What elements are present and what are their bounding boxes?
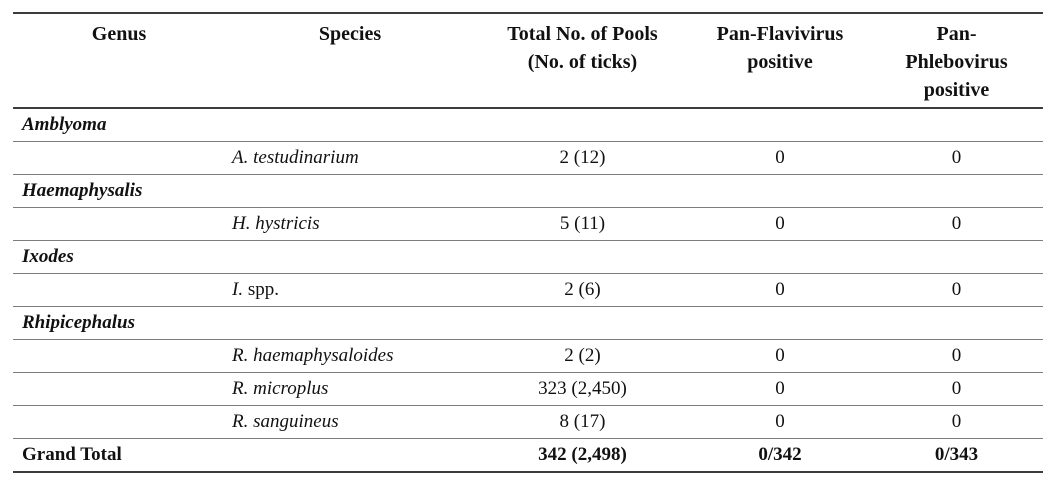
- flavivirus-cell: 0: [690, 273, 870, 307]
- species-cell: [225, 174, 475, 208]
- pools-total-cell: 342 (2,498): [475, 438, 690, 473]
- species-cell: I. spp.: [225, 273, 475, 307]
- column-header-genus: Genus: [13, 12, 225, 109]
- tick-virus-table-container: Genus Species Total No. of Pools (No. of…: [13, 12, 1043, 473]
- grand-total-label-cell: Grand Total: [13, 438, 225, 473]
- table-row-species-ixodes-spp: I. spp. 2 (6) 0 0: [13, 273, 1043, 307]
- pools-cell: [475, 174, 690, 208]
- pools-cell: [475, 306, 690, 340]
- phlebovirus-cell: [870, 108, 1043, 142]
- species-cell: [225, 108, 475, 142]
- species-cell: [225, 438, 475, 473]
- flavivirus-cell: 0: [690, 207, 870, 241]
- table-row-species-haemaphysaloides: R. haemaphysaloides 2 (2) 0 0: [13, 339, 1043, 373]
- flavivirus-cell: [690, 108, 870, 142]
- header-row: Genus Species Total No. of Pools (No. of…: [13, 12, 1043, 109]
- table-row-genus-haemaphysalis: Haemaphysalis: [13, 174, 1043, 208]
- pools-cell: 2 (6): [475, 273, 690, 307]
- table-row-species-sanguineus: R. sanguineus 8 (17) 0 0: [13, 405, 1043, 439]
- table-row-grand-total: Grand Total 342 (2,498) 0/342 0/343: [13, 438, 1043, 473]
- flavivirus-cell: [690, 174, 870, 208]
- tick-virus-table: Genus Species Total No. of Pools (No. of…: [13, 12, 1043, 473]
- species-cell: R. haemaphysaloides: [225, 339, 475, 373]
- species-name-suffix: spp.: [243, 279, 279, 300]
- pools-cell: 2 (12): [475, 141, 690, 175]
- phlebovirus-total-cell: 0/343: [870, 438, 1043, 473]
- genus-cell: Haemaphysalis: [13, 174, 225, 208]
- flavivirus-cell: 0: [690, 372, 870, 406]
- column-header-flavivirus: Pan-Flavivirus positive: [690, 12, 870, 109]
- pools-cell: 8 (17): [475, 405, 690, 439]
- species-name: R. haemaphysaloides: [232, 345, 394, 366]
- pools-cell: [475, 240, 690, 274]
- genus-cell: [13, 273, 225, 307]
- flavivirus-cell: [690, 240, 870, 274]
- species-cell: H. hystricis: [225, 207, 475, 241]
- column-header-flavivirus-line1: Pan-Flavivirus: [716, 23, 844, 45]
- phlebovirus-cell: 0: [870, 273, 1043, 307]
- phlebovirus-cell: 0: [870, 339, 1043, 373]
- genus-cell: Rhipicephalus: [13, 306, 225, 340]
- phlebovirus-cell: 0: [870, 372, 1043, 406]
- table-row-species-microplus: R. microplus 323 (2,450) 0 0: [13, 372, 1043, 406]
- species-cell: R. microplus: [225, 372, 475, 406]
- species-cell: [225, 240, 475, 274]
- column-header-phlebovirus-line2: Phlebovirus: [905, 51, 1008, 73]
- phlebovirus-cell: [870, 174, 1043, 208]
- flavivirus-cell: 0: [690, 141, 870, 175]
- table-row-genus-rhipicephalus: Rhipicephalus: [13, 306, 1043, 340]
- phlebovirus-cell: 0: [870, 141, 1043, 175]
- phlebovirus-cell: [870, 240, 1043, 274]
- species-name: A. testudinarium: [232, 147, 359, 168]
- flavivirus-cell: 0: [690, 405, 870, 439]
- genus-cell: [13, 207, 225, 241]
- flavivirus-total-cell: 0/342: [690, 438, 870, 473]
- species-name: H. hystricis: [232, 213, 320, 234]
- species-name: I.: [232, 279, 244, 300]
- column-header-pools-line2: (No. of ticks): [527, 51, 638, 73]
- species-name: R. microplus: [232, 378, 329, 399]
- genus-cell: [13, 339, 225, 373]
- column-header-species-label: Species: [318, 23, 382, 45]
- pools-cell: 323 (2,450): [475, 372, 690, 406]
- column-header-pools-line1: Total No. of Pools: [507, 23, 658, 45]
- species-cell: [225, 306, 475, 340]
- column-header-pools: Total No. of Pools (No. of ticks): [475, 12, 690, 109]
- column-header-flavivirus-line2: positive: [747, 51, 813, 73]
- pools-cell: 2 (2): [475, 339, 690, 373]
- species-cell: A. testudinarium: [225, 141, 475, 175]
- phlebovirus-cell: 0: [870, 405, 1043, 439]
- genus-cell: [13, 141, 225, 175]
- genus-cell: [13, 405, 225, 439]
- flavivirus-cell: [690, 306, 870, 340]
- table-row-genus-ixodes: Ixodes: [13, 240, 1043, 274]
- genus-cell: [13, 372, 225, 406]
- column-header-phlebovirus-line1: Pan-: [936, 23, 977, 45]
- species-name: R. sanguineus: [232, 411, 339, 432]
- column-header-genus-label: Genus: [91, 23, 147, 45]
- pools-cell: [475, 108, 690, 142]
- column-header-phlebovirus-line3: positive: [923, 79, 990, 101]
- pools-cell: 5 (11): [475, 207, 690, 241]
- phlebovirus-cell: 0: [870, 207, 1043, 241]
- species-cell: R. sanguineus: [225, 405, 475, 439]
- table-row-species-testudinarium: A. testudinarium 2 (12) 0 0: [13, 141, 1043, 175]
- table-row-genus-amblyoma: Amblyoma: [13, 108, 1043, 142]
- genus-cell: Ixodes: [13, 240, 225, 274]
- table-row-species-hystricis: H. hystricis 5 (11) 0 0: [13, 207, 1043, 241]
- column-header-phlebovirus: Pan- Phlebovirus positive: [870, 12, 1043, 109]
- flavivirus-cell: 0: [690, 339, 870, 373]
- genus-cell: Amblyoma: [13, 108, 225, 142]
- column-header-species: Species: [225, 12, 475, 109]
- phlebovirus-cell: [870, 306, 1043, 340]
